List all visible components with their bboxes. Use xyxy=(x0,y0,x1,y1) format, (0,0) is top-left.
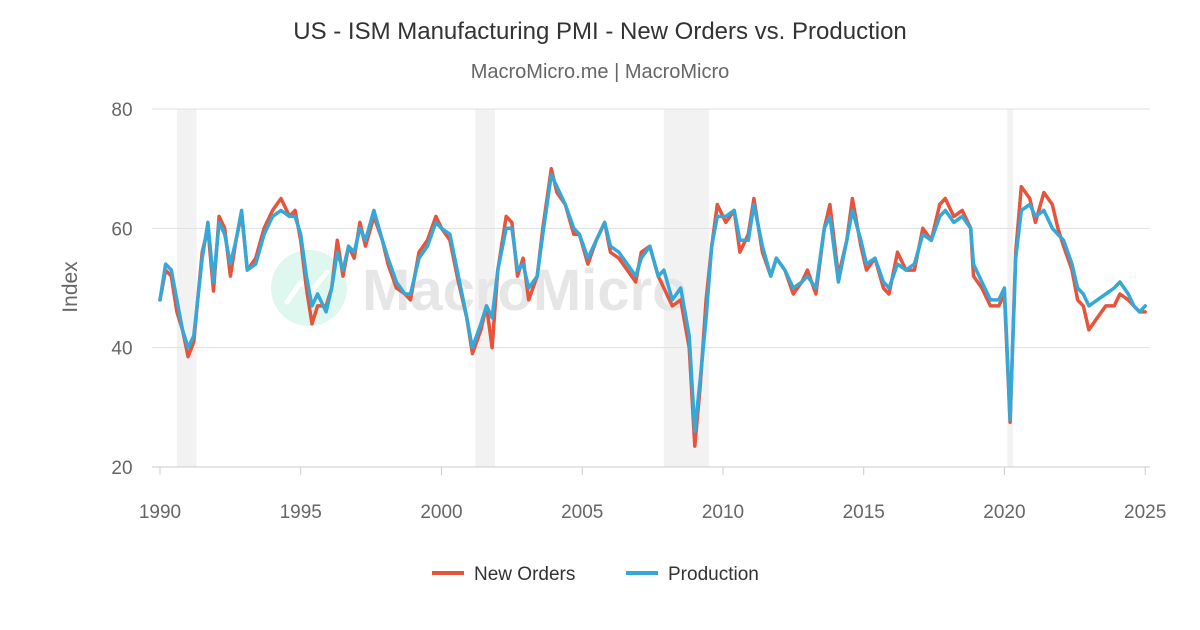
x-tick-label: 1995 xyxy=(280,502,322,523)
recession-band-1 xyxy=(475,109,495,467)
recession-band-2 xyxy=(663,109,709,467)
axes: 20 40 60 80 1990 1995 2000 2005 2010 2015 2020 2025 xyxy=(111,100,1166,523)
chart-subtitle: MacroMicro.me | MacroMicro xyxy=(471,61,730,83)
series-line-production xyxy=(158,172,1147,433)
recession-band-3 xyxy=(1007,109,1013,467)
x-tick-label: 2000 xyxy=(420,502,462,523)
legend-item-new-orders[interactable]: New Orders xyxy=(432,564,575,585)
legend-item-production[interactable]: Production xyxy=(626,564,759,585)
y-tick-label: 20 xyxy=(111,458,132,479)
chart-title: US - ISM Manufacturing PMI - New Orders … xyxy=(293,18,907,45)
x-tick-label: 2020 xyxy=(983,502,1025,523)
x-tick-label: 2010 xyxy=(702,502,744,523)
series-lines xyxy=(158,166,1147,448)
x-tick-label: 1990 xyxy=(139,502,181,523)
y-axis-label: Index xyxy=(59,261,82,313)
recession-band-0 xyxy=(176,109,197,467)
y-tick-label: 60 xyxy=(111,219,132,240)
legend-label: New Orders xyxy=(474,564,575,585)
y-tick-label: 80 xyxy=(111,100,132,121)
y-tick-label: 40 xyxy=(111,339,132,360)
x-tick-label: 2015 xyxy=(843,502,885,523)
legend-label: Production xyxy=(668,564,759,585)
x-tick-label: 2025 xyxy=(1124,502,1166,523)
legend: New Orders Production xyxy=(432,564,759,585)
recession-bands xyxy=(176,109,1013,467)
x-tick-label: 2005 xyxy=(561,502,603,523)
grid-lines xyxy=(152,108,1150,349)
